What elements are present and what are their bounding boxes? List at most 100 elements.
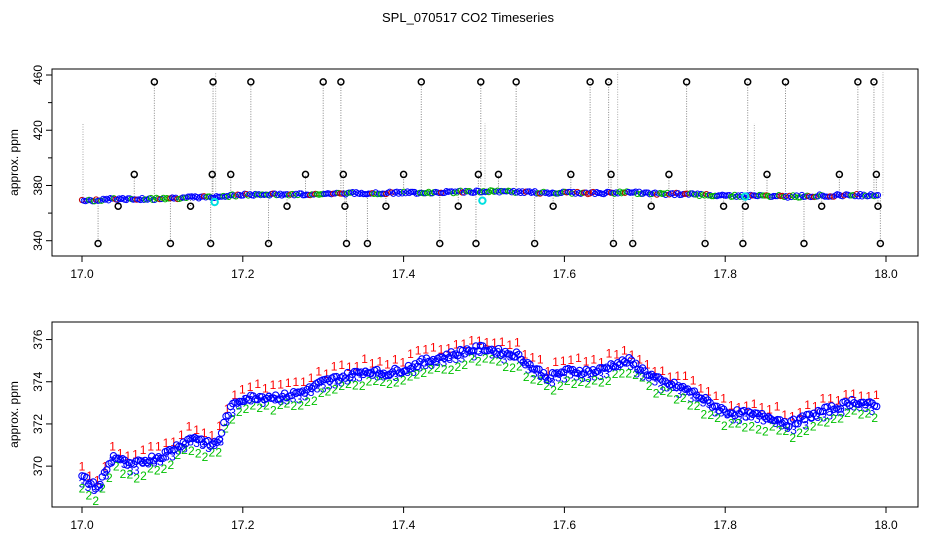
trace-point xyxy=(805,410,813,419)
series-3-marker: 3 xyxy=(229,406,236,420)
trace-point xyxy=(755,412,764,420)
series-2-marker: 2 xyxy=(625,366,632,380)
series-1-marker: 1 xyxy=(598,356,605,370)
series-3-marker: 3 xyxy=(109,454,116,468)
trace-point xyxy=(636,366,645,374)
series-3-marker: 3 xyxy=(91,483,98,497)
series-3-marker: 3 xyxy=(489,348,496,362)
panel-full-range: 17.0 17.2 17.4 17.6 17.8 18.0 340 380 420 460 appr… xyxy=(7,65,919,281)
series-2-marker: 2 xyxy=(687,398,694,412)
series-1-marker: 1 xyxy=(522,348,529,362)
series-3-marker: 3 xyxy=(790,423,797,437)
series-2-marker: 2 xyxy=(311,394,318,408)
series-3-marker: 3 xyxy=(507,349,514,363)
series-3-marker: 3 xyxy=(778,418,785,432)
series-1-marker: 1 xyxy=(392,353,399,367)
series-2-marker: 2 xyxy=(99,482,106,496)
series-2-marker: 2 xyxy=(434,361,441,375)
series-3-marker: 3 xyxy=(501,353,508,367)
series-1-marker: 1 xyxy=(728,399,735,413)
series-2-marker: 2 xyxy=(277,398,284,412)
x-tick-label: 18.0 xyxy=(874,267,898,281)
outlier-point xyxy=(781,78,790,86)
series-2-marker: 2 xyxy=(742,420,749,434)
trace-point xyxy=(429,355,437,364)
trace-point xyxy=(605,364,613,373)
series-1-marker: 1 xyxy=(216,419,223,433)
series-1-marker: 1 xyxy=(613,347,620,361)
series-1-marker: 1 xyxy=(797,406,804,420)
series-3-marker: 3 xyxy=(676,387,683,401)
plot-frame xyxy=(51,321,919,508)
series-3-marker: 3 xyxy=(591,370,598,384)
y-tick-label: 372 xyxy=(31,414,45,434)
trace-point xyxy=(733,193,740,200)
trace-point xyxy=(836,405,845,413)
chart-title: SPL_070517 CO2 Timeseries xyxy=(382,10,554,25)
trace-point xyxy=(215,435,224,444)
series-1-marker: 1 xyxy=(468,334,475,348)
trace-point xyxy=(469,347,478,355)
series-3-marker: 3 xyxy=(748,409,755,423)
outlier-point xyxy=(719,202,728,210)
series-2-marker: 2 xyxy=(653,386,660,400)
trace-point xyxy=(220,418,228,427)
series-1-marker: 1 xyxy=(453,337,460,351)
outlier-point xyxy=(209,78,217,86)
series-1-marker: 1 xyxy=(567,353,574,367)
x-tick-label: 17.8 xyxy=(714,518,738,532)
outlier-point xyxy=(665,170,673,179)
trace-point xyxy=(632,359,640,368)
series-2-marker: 2 xyxy=(502,360,509,374)
trace-point xyxy=(217,429,226,437)
series-2-marker: 2 xyxy=(304,395,311,409)
trace-point xyxy=(478,342,487,350)
y-axis-label: approx. ppm xyxy=(7,129,21,196)
series-1-marker: 1 xyxy=(506,338,513,352)
trace-point xyxy=(265,392,273,401)
outlier-point xyxy=(283,202,291,210)
series-2-marker: 2 xyxy=(858,407,865,421)
series-2-marker: 2 xyxy=(817,414,824,428)
series-1-marker: 1 xyxy=(552,355,559,369)
series-1-marker: 1 xyxy=(163,436,170,450)
trace-point xyxy=(91,484,100,493)
trace-point xyxy=(762,414,771,423)
outlier-point xyxy=(206,239,215,248)
series-2-marker: 2 xyxy=(578,375,585,389)
series-1-marker: 1 xyxy=(102,460,109,474)
trace-point xyxy=(206,442,215,450)
series-2-marker: 2 xyxy=(673,392,680,406)
series-1-marker: 1 xyxy=(270,378,277,392)
series-3-marker: 3 xyxy=(736,413,743,427)
series-1-marker: 1 xyxy=(315,364,322,378)
series-2-marker: 2 xyxy=(461,358,468,372)
series-3-marker: 3 xyxy=(597,369,604,383)
series-1-marker: 1 xyxy=(842,388,849,402)
series-1-marker: 1 xyxy=(415,344,422,358)
series-2-marker: 2 xyxy=(106,471,113,485)
outlier-point xyxy=(530,239,539,248)
series-1-marker: 1 xyxy=(354,359,361,373)
outlier-point xyxy=(604,78,613,86)
series-3-marker: 3 xyxy=(814,410,821,424)
series-1-marker: 1 xyxy=(820,392,827,406)
series-1-marker: 1 xyxy=(835,393,842,407)
trace-point xyxy=(463,345,471,353)
series-2-marker: 2 xyxy=(79,481,86,495)
series-2-marker: 2 xyxy=(803,424,810,438)
x-tick-label: 17.6 xyxy=(553,267,577,281)
series-2-marker: 2 xyxy=(250,399,257,413)
series-3-marker: 3 xyxy=(332,378,339,392)
series-2-marker: 2 xyxy=(448,363,455,377)
trace-point xyxy=(654,373,663,381)
series-1-marker: 1 xyxy=(590,353,597,367)
trace-point xyxy=(567,188,574,195)
series-3-marker: 3 xyxy=(471,349,478,363)
series-1-marker: 1 xyxy=(621,343,628,357)
trace-point xyxy=(699,396,708,404)
trace-point xyxy=(460,189,468,196)
series-2-marker: 2 xyxy=(359,379,366,393)
trace-point xyxy=(154,453,163,461)
